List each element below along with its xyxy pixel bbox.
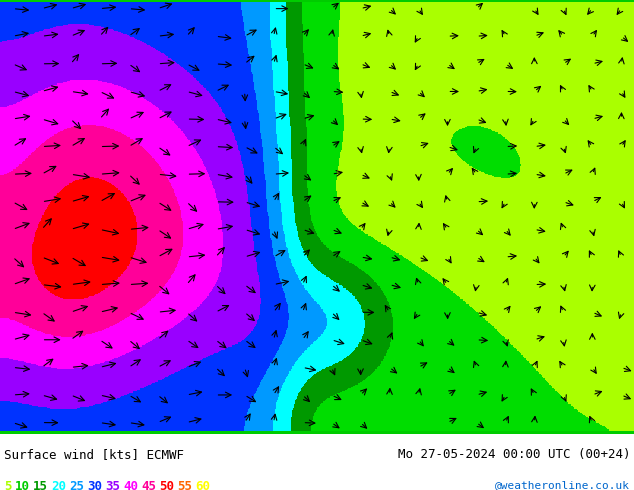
Text: 40: 40 <box>123 480 138 490</box>
Text: @weatheronline.co.uk: @weatheronline.co.uk <box>495 480 630 490</box>
Text: 20: 20 <box>51 480 66 490</box>
Text: 15: 15 <box>33 480 48 490</box>
Text: 45: 45 <box>141 480 156 490</box>
Text: Surface wind [kts] ECMWF: Surface wind [kts] ECMWF <box>4 448 184 461</box>
Text: 60: 60 <box>195 480 210 490</box>
Text: 5: 5 <box>4 480 11 490</box>
Text: 10: 10 <box>15 480 30 490</box>
Text: 55: 55 <box>177 480 192 490</box>
Text: 25: 25 <box>69 480 84 490</box>
Text: 30: 30 <box>87 480 102 490</box>
Text: 50: 50 <box>159 480 174 490</box>
Text: Mo 27-05-2024 00:00 UTC (00+24): Mo 27-05-2024 00:00 UTC (00+24) <box>398 448 630 461</box>
Text: 35: 35 <box>105 480 120 490</box>
